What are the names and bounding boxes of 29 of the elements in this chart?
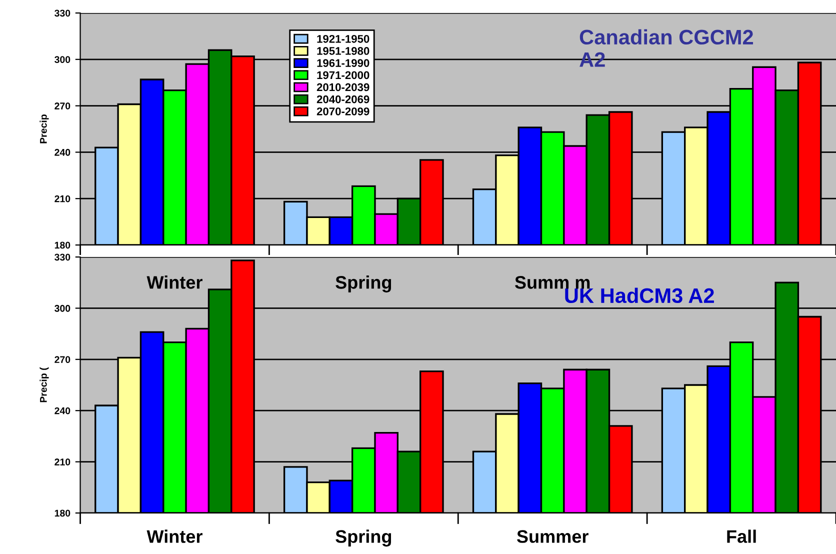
y-tick-label: 270: [54, 356, 70, 364]
y-axis-title: Precip: [40, 114, 49, 144]
y-tick-label: 300: [54, 56, 70, 64]
y-tick-label: 210: [54, 458, 70, 466]
legend-label: 1961-1990: [317, 59, 370, 67]
x-tick-label: Fall: [727, 530, 756, 543]
annotation: UK HadCM3 A2: [565, 288, 714, 304]
x-tick-label: Winter: [146, 530, 202, 543]
x-tick-label: Summer: [516, 530, 588, 543]
x-tick-label: Spring: [336, 530, 392, 547]
legend-label: 2010-2039: [316, 83, 370, 92]
y-tick-label: 180: [54, 510, 70, 517]
y-tick-label: 300: [54, 304, 70, 312]
x-tick-label: Spring: [336, 276, 392, 292]
legend-label: 1921-1950: [317, 34, 370, 43]
y-tick-label: 240: [54, 148, 70, 156]
y-tick-label: 330: [54, 10, 70, 17]
legend-label: 2040-2069: [316, 95, 370, 104]
x-tick-label: Summ m: [514, 276, 590, 289]
y-tick-label: 330: [54, 254, 70, 261]
legend-label: 1971-2000: [317, 71, 370, 80]
y-tick-label: 210: [54, 195, 70, 202]
y-tick-label: 180: [54, 242, 70, 249]
y-axis-title: Precip (: [40, 367, 49, 402]
legend-label: 2070-2099: [316, 107, 370, 116]
y-tick-label: 270: [54, 102, 70, 110]
y-tick-label: 240: [54, 407, 70, 414]
x-tick-label: Winter: [146, 276, 202, 289]
legend-label: 1951-1980: [317, 47, 370, 55]
